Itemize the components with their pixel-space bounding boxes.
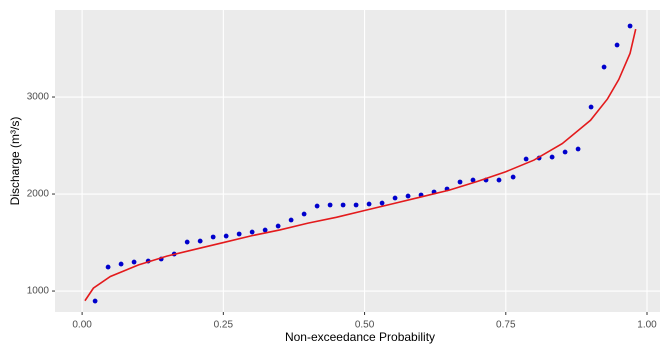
point xyxy=(236,231,242,237)
point xyxy=(340,202,346,208)
point xyxy=(197,238,203,244)
point xyxy=(301,211,307,217)
point xyxy=(627,23,633,29)
y-tick-label: 3000 xyxy=(27,92,50,103)
x-axis-title: Non-exceedance Probability xyxy=(285,330,435,344)
x-tick-label: 0.75 xyxy=(496,320,516,331)
point xyxy=(288,217,294,223)
point xyxy=(523,156,529,162)
x-tick-label: 0.50 xyxy=(355,320,375,331)
point xyxy=(549,154,555,160)
x-tick-label: 0.25 xyxy=(214,320,234,331)
point xyxy=(105,264,111,270)
x-tick-label: 1.00 xyxy=(637,320,657,331)
panel xyxy=(55,10,660,312)
point xyxy=(210,234,216,240)
y-axis-title: Discharge (m³/s) xyxy=(8,117,22,206)
point xyxy=(327,202,333,208)
point xyxy=(588,104,594,110)
x-tick-label: 0.00 xyxy=(72,320,92,331)
point xyxy=(392,195,398,201)
point xyxy=(496,177,502,183)
point xyxy=(405,193,411,199)
point xyxy=(457,179,463,185)
point xyxy=(184,239,190,245)
point xyxy=(249,229,255,235)
point xyxy=(118,261,124,267)
fit-line xyxy=(84,28,637,302)
point xyxy=(575,146,581,152)
point xyxy=(262,227,268,233)
point xyxy=(379,200,385,206)
point xyxy=(562,149,568,155)
point xyxy=(470,177,476,183)
y-tick-label: 2000 xyxy=(27,189,50,200)
point xyxy=(601,64,607,70)
point xyxy=(92,298,98,304)
point xyxy=(314,203,320,209)
point xyxy=(275,223,281,229)
point xyxy=(131,259,137,265)
point xyxy=(614,42,620,48)
point xyxy=(510,174,516,180)
point xyxy=(366,201,372,207)
y-tick-label: 1000 xyxy=(27,286,50,297)
point xyxy=(223,233,229,239)
point xyxy=(353,202,359,208)
